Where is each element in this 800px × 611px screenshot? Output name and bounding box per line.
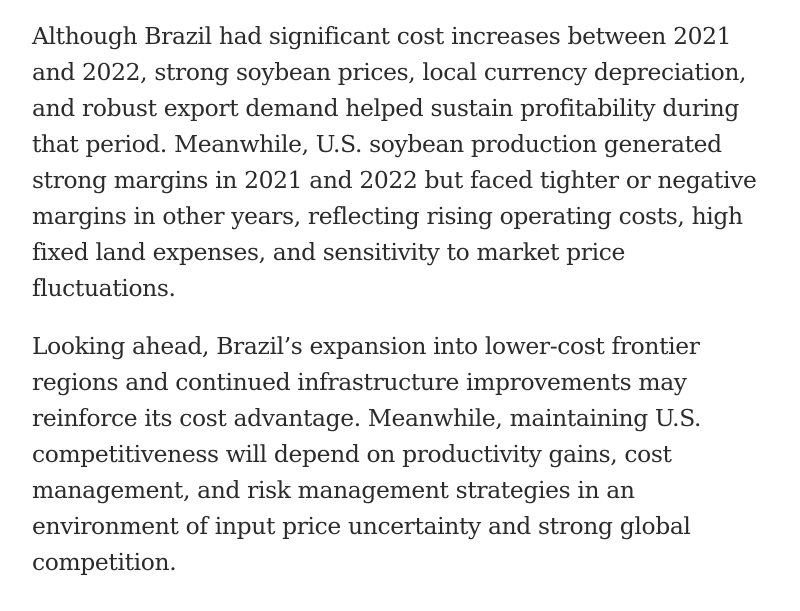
paragraph-2: Looking ahead, Brazil’s expansion into l… — [32, 332, 702, 576]
paragraph-1: Although Brazil had significant cost inc… — [32, 22, 757, 302]
article-body: Although Brazil had significant cost inc… — [32, 18, 772, 580]
